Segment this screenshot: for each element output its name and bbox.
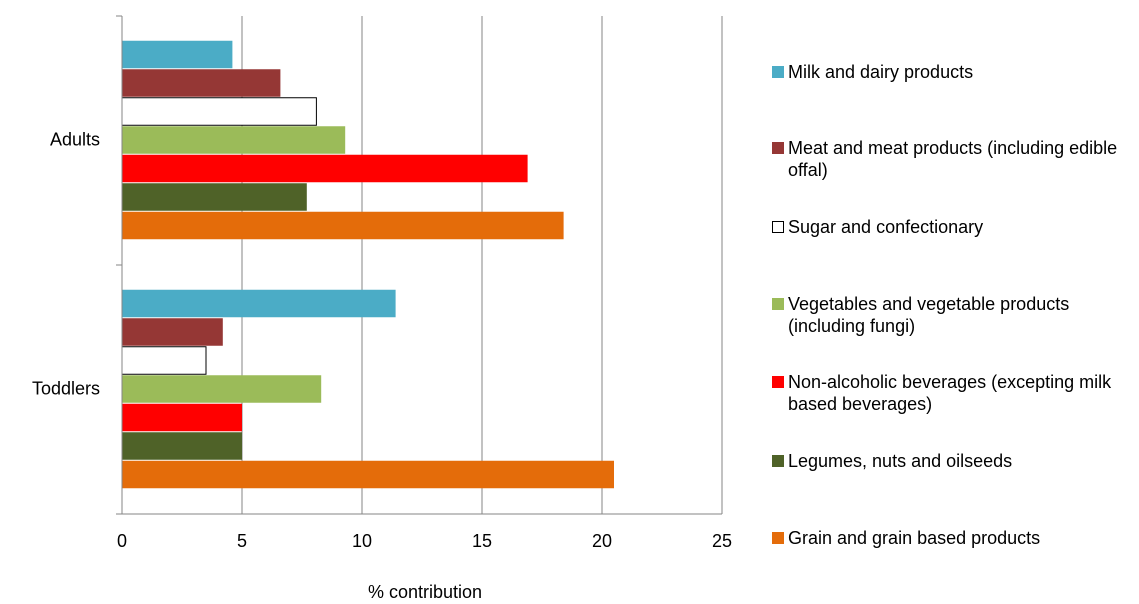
bar bbox=[122, 154, 528, 183]
x-tick-label: 0 bbox=[117, 531, 127, 551]
y-tick-label: Adults bbox=[50, 129, 100, 149]
legend-swatch bbox=[772, 298, 784, 310]
x-tick-label: 10 bbox=[352, 531, 372, 551]
bar bbox=[122, 432, 242, 460]
legend-swatch bbox=[772, 221, 784, 233]
legend-entry: Vegetables and vegetable products (inclu… bbox=[772, 293, 1137, 337]
legend-swatch bbox=[772, 376, 784, 388]
bar bbox=[121, 97, 317, 126]
bar bbox=[122, 289, 396, 318]
legend-swatch bbox=[772, 532, 784, 544]
legend-label: Vegetables and vegetable products (inclu… bbox=[788, 294, 1070, 336]
legend-entry: Legumes, nuts and oilseeds bbox=[772, 450, 1137, 472]
legend-label: Legumes, nuts and oilseeds bbox=[788, 451, 1013, 471]
y-tick-label: Toddlers bbox=[32, 378, 100, 398]
legend-entry: Grain and grain based products bbox=[772, 527, 1137, 549]
legend-label: Milk and dairy products bbox=[788, 62, 974, 82]
legend-entry: Sugar and confectionary bbox=[772, 216, 1137, 238]
legend-swatch bbox=[772, 455, 784, 467]
x-tick-label: 5 bbox=[237, 531, 247, 551]
x-tick-label: 25 bbox=[712, 531, 732, 551]
x-axis-label: % contribution bbox=[368, 582, 482, 602]
legend-label: Grain and grain based products bbox=[788, 528, 1041, 548]
bar bbox=[122, 211, 564, 240]
bar bbox=[122, 375, 322, 403]
legend-label: Sugar and confectionary bbox=[788, 217, 984, 237]
x-tick-label: 15 bbox=[472, 531, 492, 551]
bar bbox=[122, 69, 281, 97]
legend-swatch bbox=[772, 66, 784, 78]
legend-swatch bbox=[772, 142, 784, 154]
bar bbox=[122, 318, 223, 346]
legend-entry: Meat and meat products (including edible… bbox=[772, 137, 1137, 181]
legend-label: Non-alcoholic beverages (excepting milk … bbox=[788, 372, 1112, 414]
x-tick-label: 20 bbox=[592, 531, 612, 551]
bar bbox=[121, 346, 207, 375]
legend-label: Meat and meat products (including edible… bbox=[788, 138, 1118, 180]
bar bbox=[122, 126, 346, 154]
bar bbox=[122, 403, 242, 432]
bar bbox=[122, 460, 614, 489]
bar bbox=[122, 40, 233, 69]
legend-entry: Non-alcoholic beverages (excepting milk … bbox=[772, 371, 1137, 415]
bar bbox=[122, 183, 307, 211]
legend-entry: Milk and dairy products bbox=[772, 61, 1137, 83]
